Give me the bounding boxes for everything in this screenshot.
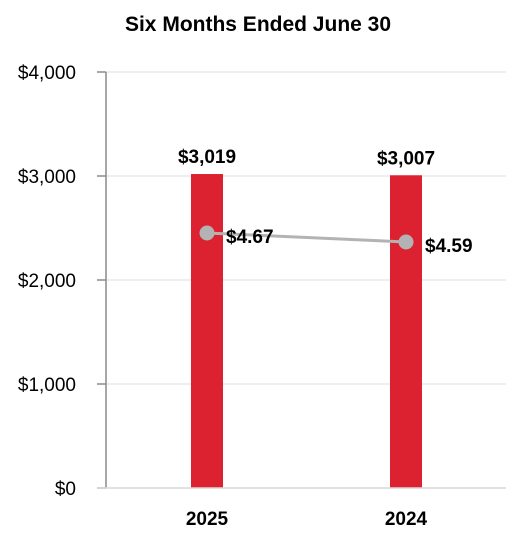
y-tick-label: $0: [55, 479, 76, 500]
bars: [191, 174, 422, 489]
bar-2024: [390, 175, 422, 488]
x-tick-labels: 2025 2024: [186, 509, 428, 530]
y-tick-labels: $0 $1,000 $2,000 $3,000 $4,000: [18, 63, 76, 500]
bar-2025: [191, 174, 223, 489]
x-tick-label-2024: 2024: [385, 509, 428, 530]
y-tick-label: $2,000: [18, 271, 76, 292]
eps-point-2025: [199, 225, 215, 241]
y-tick-label: $3,000: [18, 167, 76, 188]
eps-point-2024: [398, 234, 414, 250]
y-tick-label: $1,000: [18, 375, 76, 396]
chart-title: Six Months Ended June 30: [125, 13, 391, 36]
eps-label-2025: $4.67: [226, 227, 274, 248]
y-tick-label: $4,000: [18, 63, 76, 84]
eps-label-2024: $4.59: [425, 236, 473, 257]
bar-value-label-2025: $3,019: [178, 147, 236, 168]
eps-line: [206, 231, 407, 244]
x-tick-label-2025: 2025: [186, 509, 229, 530]
gridlines: [97, 71, 506, 489]
bar-value-label-2024: $3,007: [377, 148, 435, 169]
eps-line-series: $4.67 $4.59: [199, 225, 473, 257]
bar-value-labels: $3,019 $3,007: [178, 147, 435, 169]
